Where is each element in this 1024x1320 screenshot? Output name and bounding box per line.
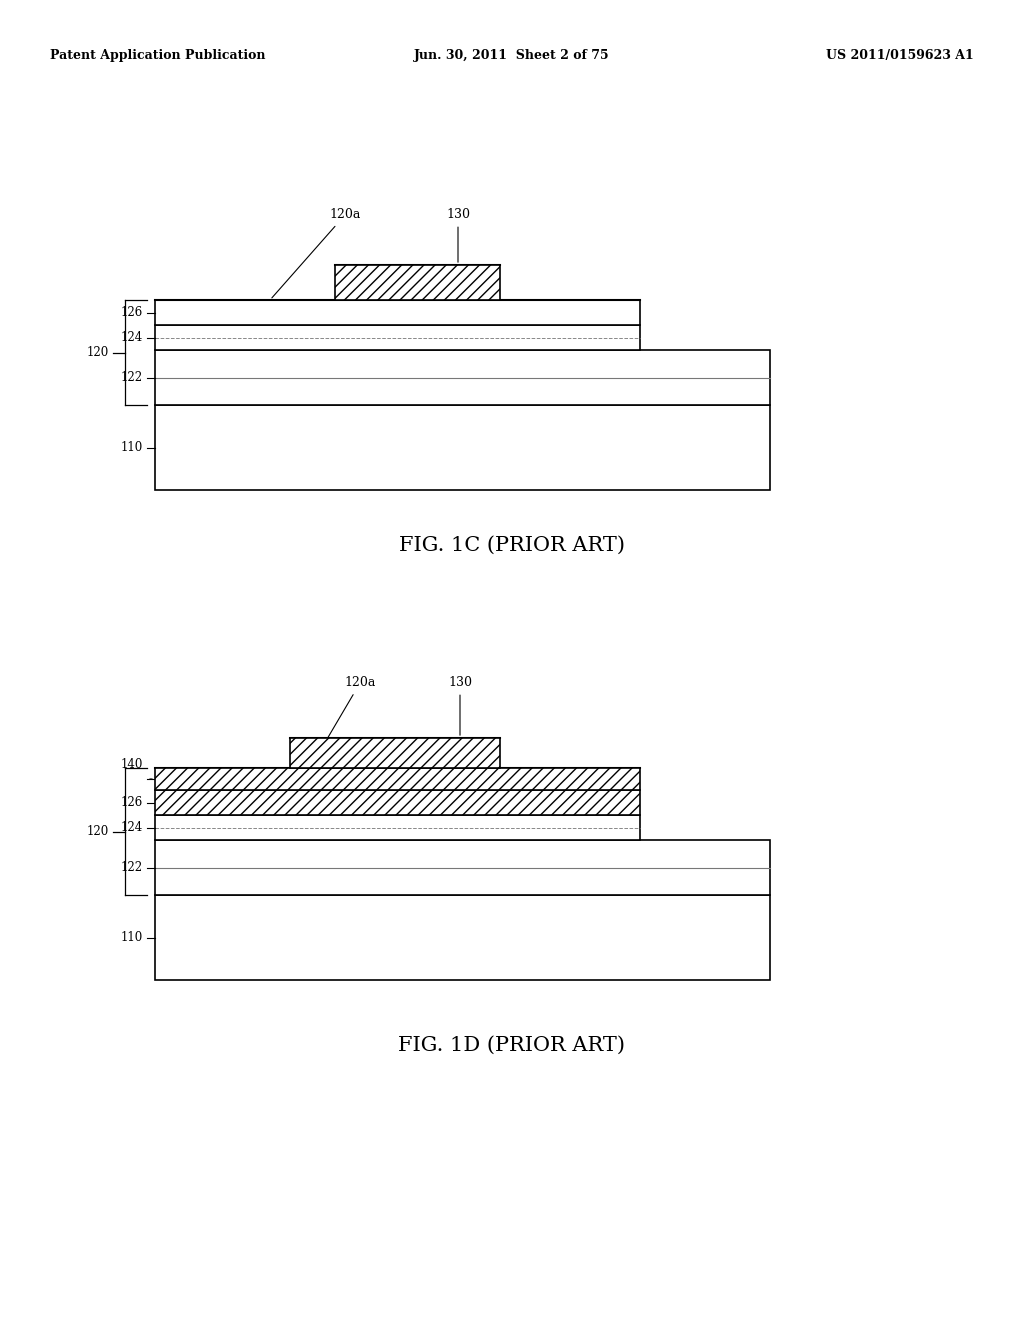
Text: 122: 122: [121, 371, 143, 384]
Text: 110: 110: [121, 441, 143, 454]
Text: US 2011/0159623 A1: US 2011/0159623 A1: [826, 49, 974, 62]
Bar: [155, 300, 640, 325]
Text: Jun. 30, 2011  Sheet 2 of 75: Jun. 30, 2011 Sheet 2 of 75: [414, 49, 610, 62]
Bar: [290, 738, 500, 768]
Bar: [155, 325, 640, 350]
Text: FIG. 1C (PRIOR ART): FIG. 1C (PRIOR ART): [399, 536, 625, 554]
Text: Patent Application Publication: Patent Application Publication: [50, 49, 265, 62]
Bar: [155, 350, 770, 405]
Bar: [155, 768, 640, 789]
Text: 130: 130: [449, 676, 472, 735]
Bar: [155, 840, 770, 895]
Bar: [335, 265, 500, 300]
Bar: [155, 895, 770, 979]
Text: 110: 110: [121, 931, 143, 944]
Text: 120a: 120a: [271, 209, 360, 298]
Text: 126: 126: [121, 796, 143, 809]
Text: 124: 124: [121, 821, 143, 834]
Text: 120a: 120a: [311, 676, 376, 766]
Text: 140: 140: [121, 758, 143, 771]
Text: 126: 126: [121, 306, 143, 319]
Text: 120: 120: [87, 346, 109, 359]
Text: 122: 122: [121, 861, 143, 874]
Text: 130: 130: [446, 209, 470, 263]
Text: 124: 124: [121, 331, 143, 345]
Text: FIG. 1D (PRIOR ART): FIG. 1D (PRIOR ART): [398, 1035, 626, 1055]
Bar: [155, 405, 770, 490]
Bar: [155, 789, 640, 814]
Text: 120: 120: [87, 825, 109, 838]
Bar: [155, 814, 640, 840]
